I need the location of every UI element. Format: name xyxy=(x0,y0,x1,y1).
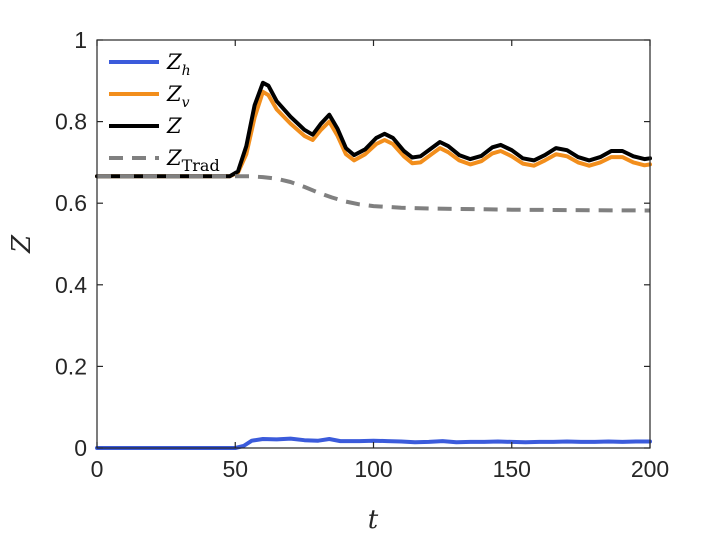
x-tick-label: 0 xyxy=(91,456,104,482)
series-line-1 xyxy=(95,89,652,179)
y-tick-label: 0.4 xyxy=(55,272,87,298)
y-axis-label: Z xyxy=(7,234,37,254)
x-tick-labels: 0 50 100 150 200 xyxy=(91,456,670,482)
x-tick-label: 150 xyxy=(493,456,531,482)
series-layer xyxy=(95,80,652,450)
series-line-0 xyxy=(95,436,652,450)
y-tick-label: 0.8 xyxy=(55,109,87,135)
legend-label-2: Z xyxy=(166,114,182,138)
x-tick-label: 100 xyxy=(354,456,392,482)
series-line-2 xyxy=(95,80,652,179)
y-tick-label: 0.6 xyxy=(55,190,87,216)
ticks-layer xyxy=(96,39,651,449)
plot-background xyxy=(97,40,650,448)
y-tick-labels: 0 0.2 0.4 0.6 0.8 1 xyxy=(55,27,87,461)
series-line-3 xyxy=(97,174,651,213)
y-tick-label: 0.2 xyxy=(55,353,87,379)
y-tick-label: 0 xyxy=(74,435,87,461)
y-tick-label: 1 xyxy=(74,27,87,53)
x-axis-label: t xyxy=(368,505,379,535)
x-tick-label: 50 xyxy=(222,456,248,482)
x-tick-label: 200 xyxy=(631,456,669,482)
